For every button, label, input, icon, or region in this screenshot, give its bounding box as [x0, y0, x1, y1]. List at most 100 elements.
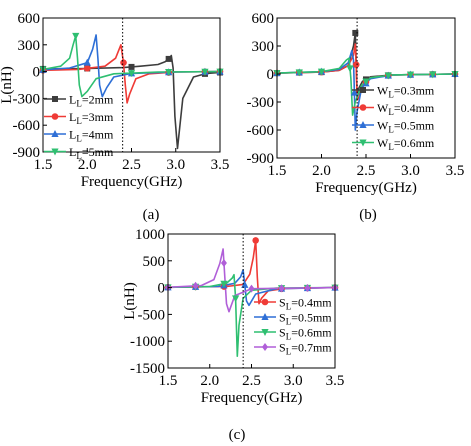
panel-a-series-4-point-4 — [165, 68, 173, 76]
panel-c-legend-marker-1 — [261, 298, 269, 306]
panel-b-legend-label-4: WL=0.6mm — [377, 136, 435, 152]
panel-c-x-tick-label: 2.0 — [200, 373, 219, 389]
panel-b-series-4-point-2 — [295, 69, 303, 77]
panel-a-series-1-point-3 — [128, 63, 135, 70]
panel-b-y-tick-label: 600 — [252, 11, 275, 27]
panel-b-y-tick-label: 0 — [267, 67, 275, 83]
panel-c-y-tick-label: -500 — [138, 307, 166, 323]
panel-b-y-tick-label: -600 — [247, 123, 275, 139]
panel-a-legend-marker-4 — [51, 148, 59, 156]
panel-c-y-tick-label: 1000 — [135, 227, 165, 243]
panel-label-b: (b) — [359, 207, 377, 223]
panel-a-y-tick-label: -300 — [13, 91, 41, 107]
panel-b-legend-marker-1 — [360, 87, 366, 93]
panel-b-series-4-point-5 — [362, 78, 370, 86]
panel-b-legend-label-2: WL=0.4mm — [377, 101, 435, 117]
panel-c-y-tick-label: 500 — [143, 254, 166, 270]
panel-a-legend-label-1: LL=2mm — [69, 93, 114, 109]
panel-a-x-tick-label: 2.5 — [122, 157, 141, 173]
panel-b-series-2-point-4 — [352, 61, 360, 68]
panel-a-x-tick-label: 1.5 — [34, 157, 53, 173]
panel-c-x-tick-label: 1.5 — [159, 373, 178, 389]
panel-a-series-4-point-3 — [127, 70, 136, 78]
panel-c-y-axis-label: L(nH) — [122, 282, 138, 320]
panel-b-series-4-point-4 — [346, 65, 354, 73]
panel-b-series-4-point-6 — [384, 72, 392, 80]
panel-a-legend-label-4: LL=5mm — [69, 145, 114, 161]
panel-c-y-tick-label: -1500 — [130, 361, 165, 377]
panel-b-series-4-point-7 — [406, 71, 415, 79]
panel-b-series-1-point-4 — [352, 29, 359, 36]
panel-b-series-line-4 — [276, 57, 456, 116]
panel-b-y-tick-label: -300 — [247, 95, 275, 111]
panel-c-x-tick-label: 3.5 — [326, 373, 345, 389]
panel-a-y-tick-label: -900 — [13, 145, 41, 161]
panel-label-a: (a) — [143, 207, 160, 223]
panel-c-series-4-point-6 — [304, 283, 311, 292]
panel-a-legend-label-3: LL=4mm — [69, 128, 114, 144]
panel-b-series-3-point-4 — [350, 88, 359, 96]
panel-a-x-axis-label: Frequency(GHz) — [81, 174, 183, 190]
panel-a-series-2-point-3 — [120, 59, 127, 66]
panel-a-series-line-4 — [42, 35, 221, 98]
panel-c-series-3-point-3 — [220, 280, 228, 288]
panel-c-series-4-point-4 — [248, 284, 255, 293]
panel-b-legend-label-3: WL=0.5mm — [377, 119, 435, 135]
panel-b-legend-marker-3 — [359, 121, 367, 128]
panel-c-series-4-point-3 — [220, 258, 227, 267]
panel-a-series-4-point-5 — [201, 68, 209, 76]
panel-c-y-tick-label: -1000 — [130, 334, 165, 350]
panel-a-x-tick-label: 2.0 — [78, 157, 97, 173]
panel-c-series-4-point-5 — [278, 284, 285, 293]
panel-a-y-tick-label: 600 — [18, 11, 41, 27]
panel-a-series-3-point-2 — [83, 58, 91, 66]
panel-c-legend-marker-4 — [262, 343, 268, 351]
panel-a-legend-marker-2 — [51, 113, 59, 120]
panel-c-series-3-point-4 — [232, 295, 240, 303]
panel-c-legend-label-4: SL=0.7mm — [279, 341, 332, 357]
panel-a-series-2-point-2 — [83, 65, 91, 72]
panel-b-x-tick-label: 2.0 — [312, 163, 331, 179]
panel-b-y-tick-label: 300 — [252, 39, 275, 55]
panel-a-y-axis-label: L(nH) — [0, 66, 15, 104]
panel-a-x-tick-label: 3.5 — [211, 157, 230, 173]
panel-b-series-4-point-8 — [429, 71, 437, 79]
panel-a-legend-marker-3 — [51, 130, 59, 137]
panel-b-legend-marker-4 — [359, 139, 367, 147]
panel-b-x-tick-label: 2.5 — [357, 163, 376, 179]
panel-a-legend-label-2: LL=3mm — [69, 110, 114, 126]
panel-label-c: (c) — [229, 427, 246, 443]
panel-c-series-line-1 — [167, 239, 336, 305]
panel-b-series-4-point-3 — [317, 68, 326, 76]
panel-c-chart: 1.5 2.0 2.5 3.0 3.5 1000 500 0 -500 -1000 -1500 Fre… — [122, 227, 344, 406]
panel-b-legend-label-1: WL=0.3mm — [377, 84, 435, 100]
panel-b-legend-marker-2 — [359, 104, 367, 111]
panel-c-x-tick-label: 3.0 — [284, 373, 303, 389]
panel-a-legend-marker-1 — [52, 96, 58, 102]
panel-c-y-tick-label: 0 — [158, 281, 166, 297]
panel-c-legend-label-3: SL=0.6mm — [279, 326, 332, 342]
panel-c-legend-marker-2 — [261, 313, 269, 320]
panel-b-y-tick-label: -900 — [247, 151, 275, 167]
panel-c-series-4-point-2 — [192, 281, 199, 290]
panel-c-legend-marker-3 — [261, 329, 269, 336]
panel-c-x-tick-label: 2.5 — [242, 373, 261, 389]
panel-b-x-tick-label: 3.0 — [401, 163, 420, 179]
panel-a-series-line-2 — [42, 44, 221, 104]
panel-c-series-line-4 — [167, 248, 336, 313]
panel-b-x-tick-label: 1.5 — [268, 163, 287, 179]
panel-c-x-axis-label: Frequency(GHz) — [201, 390, 303, 406]
panel-a-y-tick-label: 300 — [18, 38, 41, 54]
panel-a-x-tick-label: 3.0 — [166, 157, 185, 173]
panel-c-legend-label-1: SL=0.4mm — [279, 296, 332, 312]
panel-a-series-4-point-2 — [72, 32, 80, 40]
panel-c-legend-label-2: SL=0.5mm — [279, 311, 332, 327]
panel-b-x-axis-label: Frequency(GHz) — [315, 180, 417, 196]
panel-b-chart: 1.5 2.0 2.5 3.0 3.5 600 300 0 -300 -600 -900 Freque… — [247, 11, 465, 196]
panel-a-y-tick-label: -600 — [13, 118, 41, 134]
panel-a-series-1-point-4 — [165, 55, 172, 62]
panel-c-series-1-point-4 — [252, 237, 259, 244]
panel-a-chart: 1.5 2.0 2.5 3.0 3.5 600 300 0 -300 -600 -900 Freque… — [0, 11, 229, 190]
panel-a-y-tick-label: 0 — [33, 65, 41, 81]
